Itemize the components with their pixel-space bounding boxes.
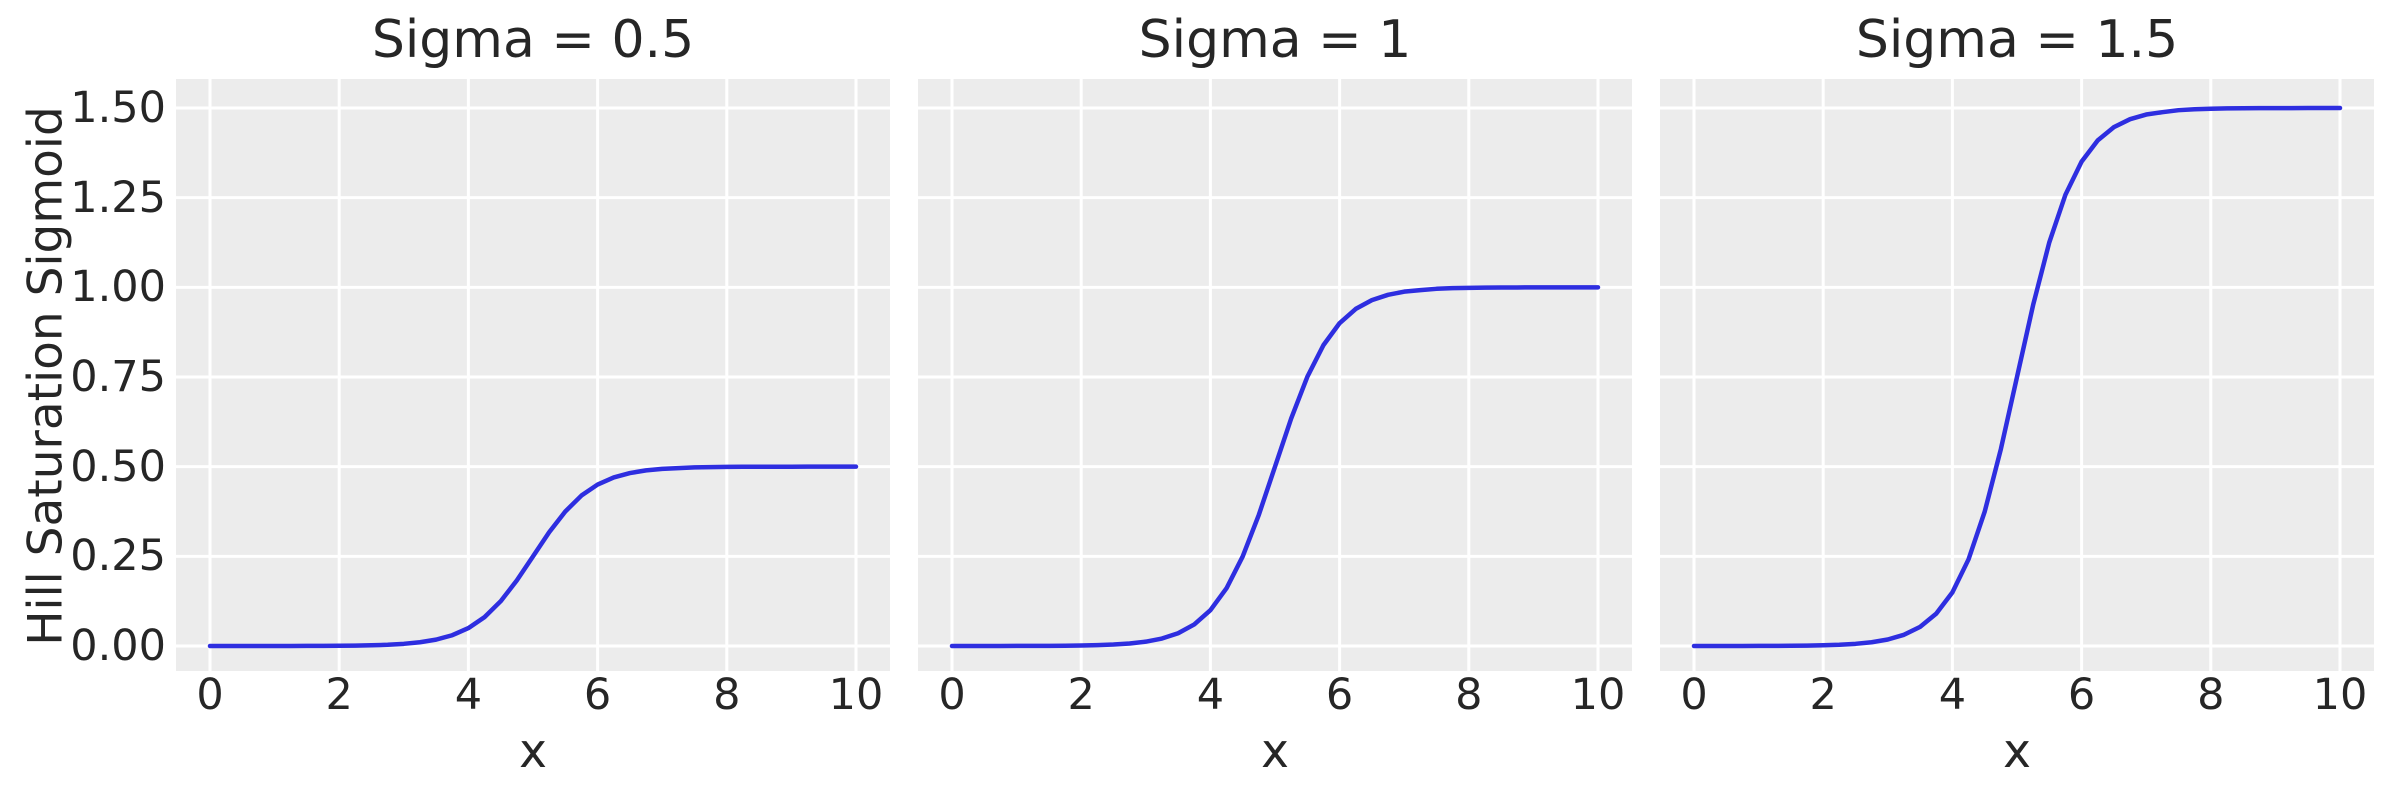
plot-area-sigma-0.5 (176, 79, 890, 671)
x-tick-label: 0 (938, 670, 966, 720)
y-tick-label: 0.50 (70, 441, 166, 492)
y-tick-label: 0.25 (70, 531, 166, 582)
sigmoid-curve-sigma-1.5 (1691, 105, 2343, 649)
y-tick-label: 1.25 (70, 172, 166, 223)
x-tick-label: 4 (1938, 670, 1967, 720)
subplot-title-sigma-1.5: Sigma = 1.5 (1855, 10, 2179, 70)
x-tick-label: 10 (1570, 670, 1626, 720)
subplot-title-sigma-1: Sigma = 1 (1138, 10, 1412, 70)
x-tick-label: 10 (828, 670, 884, 720)
sigmoid-curve-sigma-1 (949, 285, 1601, 649)
x-tick-label: 4 (454, 670, 483, 720)
x-tick-label: 6 (1325, 670, 1354, 720)
x-tick-label: 0 (196, 670, 224, 720)
x-tick-label: 2 (1809, 670, 1837, 720)
x-tick-label: 6 (583, 670, 612, 720)
x-tick-label: 2 (1067, 670, 1095, 720)
subplot-title-sigma-0.5: Sigma = 0.5 (371, 10, 695, 70)
y-tick-label: 1.50 (70, 83, 166, 133)
y-tick-label: 0.75 (70, 352, 166, 402)
x-tick-label: 10 (2312, 670, 2368, 720)
y-tick-label: 0.00 (70, 621, 166, 671)
sigmoid-curve-sigma-0.5 (207, 464, 859, 649)
x-tick-label: 8 (713, 670, 741, 720)
x-tick-label: 4 (1196, 670, 1225, 720)
x-tick-label: 2 (325, 670, 353, 720)
x-axis-label: x (1261, 724, 1289, 779)
x-tick-label: 0 (1680, 670, 1708, 720)
panel-background (176, 79, 890, 671)
x-tick-label: 8 (1455, 670, 1483, 720)
x-axis-label: x (519, 724, 547, 779)
panel-background (918, 79, 1632, 671)
x-tick-label: 6 (2067, 670, 2096, 720)
plot-area-sigma-1.5 (1660, 79, 2374, 671)
y-tick-label: 1.00 (70, 262, 166, 313)
plot-area-sigma-1 (918, 79, 1632, 671)
x-tick-label: 8 (2197, 670, 2225, 720)
x-axis-label: x (2003, 724, 2031, 779)
